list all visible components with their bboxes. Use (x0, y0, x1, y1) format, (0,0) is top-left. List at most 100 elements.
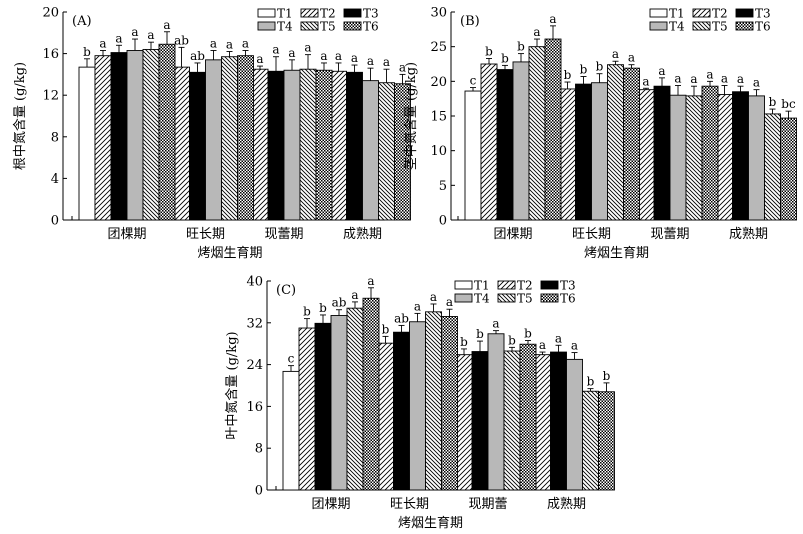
y-axis-title: 茎中氮含量 (g/kg) (403, 62, 419, 170)
significance-letter: a (99, 36, 106, 50)
bar-t5 (764, 113, 781, 221)
x-tick-label: 成熟期 (547, 496, 586, 512)
x-tick-label: 成熟期 (343, 226, 382, 242)
bar-t2 (534, 354, 551, 491)
significance-letter: b (476, 327, 484, 341)
bar-t6 (237, 55, 254, 221)
legend-swatch-t6 (343, 21, 362, 31)
legend-label: T2 (517, 279, 533, 293)
y-tick-label: 12 (42, 89, 59, 104)
y-axis-title: 叶中氮含量 (g/kg) (224, 331, 240, 439)
bar-t4 (591, 82, 608, 221)
significance-letter: a (549, 12, 556, 26)
x-tick-label: 现期蕾 (468, 497, 507, 512)
legend-swatch-t3 (343, 8, 362, 18)
y-tick-label: 25 (430, 40, 447, 55)
y-tick-label: 0 (51, 214, 59, 229)
significance-letter: b (460, 335, 468, 349)
significance-letter: a (706, 67, 713, 81)
bar-t5 (607, 64, 624, 221)
significance-letter: a (320, 49, 327, 63)
x-axis-title: 烤烟生育期 (398, 515, 463, 531)
legend-swatch-t2 (692, 8, 711, 18)
x-tick-label: 旺长期 (186, 227, 225, 242)
bar-t5 (299, 68, 317, 221)
legend-label: T1 (669, 7, 685, 21)
bar-t2 (330, 70, 347, 221)
legend-label: T2 (712, 7, 728, 21)
significance-letter: b (501, 51, 509, 65)
bar-t4 (283, 69, 301, 221)
legend-label: T1 (474, 279, 490, 293)
x-tick-label: 旺长期 (390, 497, 429, 512)
legend-label: T4 (669, 20, 685, 34)
significance-letter: bc (781, 97, 796, 111)
significance-letter: ab (174, 33, 189, 47)
significance-letter: b (83, 45, 91, 59)
x-tick-label: 现蕾期 (264, 227, 303, 242)
bar-t3 (496, 69, 514, 221)
significance-letter: a (446, 295, 453, 309)
significance-letter: b (319, 301, 327, 315)
legend-label: T5 (320, 20, 336, 34)
x-tick-label: 团棵期 (493, 227, 532, 242)
y-tick-label: 4 (51, 172, 59, 187)
significance-letter: a (674, 71, 681, 85)
x-tick-label: 成熟期 (729, 226, 768, 242)
significance-letter: ab (394, 311, 409, 325)
bar-t2 (637, 89, 655, 221)
significance-letter: b (603, 369, 611, 383)
significance-letter: a (571, 339, 578, 353)
significance-letter: ab (190, 49, 205, 63)
bar-t6 (544, 38, 562, 221)
significance-letter: a (383, 55, 390, 69)
significance-letter: a (256, 52, 263, 66)
y-tick-label: 0 (255, 484, 263, 499)
legend: T1 T2 T3 T4 T5 T6 (649, 7, 771, 34)
legend-swatch-t3 (540, 280, 559, 290)
significance-letter: a (351, 288, 358, 302)
bar-t1 (78, 66, 96, 221)
bar-t4 (330, 315, 348, 491)
legend-swatch-t5 (692, 21, 711, 31)
y-tick-label: 32 (246, 316, 263, 331)
significance-letter: a (131, 25, 138, 39)
significance-letter: a (272, 43, 279, 57)
x-tick-label: 旺长期 (572, 227, 611, 242)
bar-t5 (378, 82, 395, 221)
legend-label: T6 (363, 20, 379, 34)
bar-t3 (267, 70, 285, 221)
bar-t3 (575, 83, 592, 221)
legend-swatch-t4 (454, 293, 473, 303)
legend-label: T3 (755, 7, 771, 21)
bar-t1 (464, 90, 482, 221)
bar-t6 (598, 391, 615, 491)
bar-t4 (362, 80, 379, 221)
legend-label: T6 (755, 20, 771, 34)
bar-t4 (409, 321, 426, 491)
y-tick-label: 10 (430, 144, 447, 159)
bar-t2 (377, 342, 394, 491)
significance-letter: a (163, 18, 170, 32)
y-tick-label: 30 (430, 6, 447, 21)
legend-label: T3 (363, 7, 379, 21)
bar-t3 (653, 85, 671, 221)
legend-swatch-t2 (300, 8, 319, 18)
legend-label: T5 (517, 292, 533, 306)
significance-letter: a (226, 38, 233, 52)
panel-label: (C) (276, 283, 296, 298)
significance-letter: b (303, 305, 311, 319)
significance-letter: b (382, 322, 390, 336)
significance-letter: b (485, 44, 493, 58)
significance-letter: a (642, 74, 649, 88)
significance-letter: a (753, 76, 760, 90)
significance-letter: a (351, 51, 358, 65)
significance-letter: c (288, 352, 295, 366)
bar-t5 (142, 48, 160, 221)
significance-letter: a (367, 274, 374, 288)
significance-letter: b (524, 327, 532, 341)
bar-t6 (780, 117, 797, 221)
legend-swatch-t6 (540, 293, 559, 303)
bar-t3 (393, 331, 410, 491)
